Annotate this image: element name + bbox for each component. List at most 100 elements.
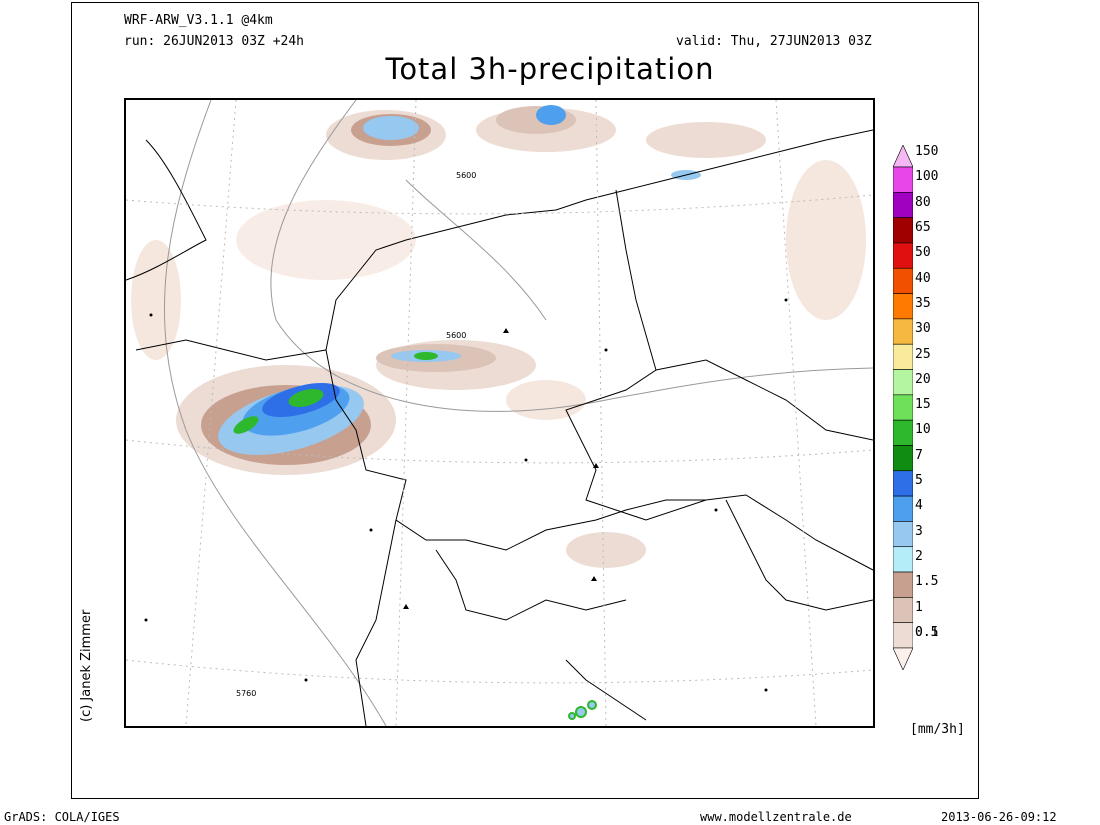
color-scale-label: 100 — [915, 169, 939, 185]
color-scale-label: 30 — [915, 321, 931, 337]
border-line — [435, 549, 627, 621]
plot-frame — [71, 2, 979, 799]
peak-marker — [593, 463, 599, 468]
graticule-line — [126, 439, 873, 464]
peak-marker — [503, 328, 509, 333]
graticule-line — [775, 100, 817, 726]
color-scale-label: 35 — [915, 295, 931, 311]
precip-area — [288, 388, 324, 408]
color-scale-label: 0.1 — [915, 625, 939, 640]
timestamp-label: 2013-06-26-09:12 — [941, 810, 1057, 824]
color-swatch — [893, 145, 913, 168]
color-scale-label: 7 — [915, 447, 923, 463]
peak-marker — [403, 604, 409, 609]
graticule-line — [595, 100, 607, 726]
graticule-line — [126, 659, 873, 684]
contour-line — [270, 100, 873, 412]
color-scale-label: 150 — [915, 144, 939, 159]
author-credit: (c) Janek Zimmer — [79, 609, 94, 722]
precip-area — [414, 352, 438, 360]
graticule-line — [395, 100, 417, 726]
color-scale-label: 20 — [915, 371, 931, 387]
color-scale-label: 2 — [915, 549, 923, 565]
map-title: Total 3h-precipitation — [385, 52, 715, 86]
color-swatch — [893, 571, 913, 598]
run-label: run: 26JUN2013 03Z +24h — [124, 34, 305, 49]
precip-area — [536, 105, 566, 125]
city-dot — [604, 348, 608, 352]
city-dot — [149, 313, 153, 317]
color-scale-label: 10 — [915, 422, 931, 438]
color-scale-label: 1 — [915, 599, 923, 615]
border-line — [565, 189, 707, 521]
geopotential-contours — [163, 100, 873, 726]
contour-line — [163, 100, 387, 726]
color-swatch — [893, 445, 913, 472]
color-swatch — [893, 521, 913, 548]
grads-credit: GrADS: COLA/IGES — [4, 810, 120, 824]
color-swatch — [893, 166, 913, 193]
contour-line — [405, 179, 547, 321]
graticule-line — [126, 194, 873, 215]
precip-area — [566, 532, 646, 568]
color-swatch — [893, 470, 913, 497]
precip-area — [363, 116, 419, 140]
color-scale-label: 50 — [915, 245, 931, 261]
color-swatch — [893, 546, 913, 573]
city-dot — [714, 508, 718, 512]
color-swatch — [893, 369, 913, 396]
graticule — [126, 100, 873, 726]
color-scale-label: 15 — [915, 397, 931, 413]
border-line — [355, 519, 397, 726]
color-swatch — [893, 495, 913, 522]
color-swatch — [893, 343, 913, 370]
border-line — [135, 339, 873, 571]
precipitation-map: 5600 5600 5760 — [124, 98, 875, 728]
city-dot — [369, 528, 373, 532]
units-label: [mm/3h] — [910, 722, 965, 737]
coastline — [565, 659, 647, 721]
precip-area — [575, 706, 587, 718]
color-scale-bar — [893, 145, 913, 670]
color-scale-label: 5 — [915, 473, 923, 489]
city-dot — [144, 618, 148, 622]
precip-area — [568, 712, 576, 720]
precip-area — [646, 122, 766, 158]
color-swatch — [893, 318, 913, 345]
color-swatch — [893, 394, 913, 421]
contour-label: 5600 — [446, 331, 466, 340]
light-precip-areas — [131, 108, 866, 568]
color-scale-label: 1.5 — [915, 574, 939, 590]
map-canvas: 5600 5600 5760 — [126, 100, 873, 726]
color-swatch — [893, 242, 913, 269]
heavy-precip-areas — [218, 105, 701, 720]
color-scale-label: 65 — [915, 219, 931, 235]
color-swatch — [893, 267, 913, 294]
city-dot — [764, 688, 768, 692]
peak-marker — [591, 576, 597, 581]
color-scale-label: 4 — [915, 498, 923, 514]
city-dot — [784, 298, 788, 302]
color-scale-label: 25 — [915, 346, 931, 362]
contour-label: 5600 — [456, 171, 476, 180]
borders — [126, 129, 873, 726]
valid-label: valid: Thu, 27JUN2013 03Z — [676, 34, 872, 49]
precip-area — [587, 700, 597, 710]
color-swatch — [893, 293, 913, 320]
border-line — [655, 359, 873, 441]
color-swatch — [893, 419, 913, 446]
contour-label: 5760 — [236, 689, 256, 698]
color-swatch — [893, 192, 913, 218]
coastline — [126, 139, 207, 281]
color-swatch — [893, 597, 913, 623]
color-scale-label: 40 — [915, 270, 931, 286]
precip-area — [506, 380, 586, 420]
model-label: WRF-ARW_V3.1.1 @4km — [124, 13, 273, 28]
graticule-line — [185, 100, 237, 726]
website-label: www.modellzentrale.de — [700, 810, 852, 824]
color-scale-label: 0.5 — [915, 625, 939, 640]
coastline — [325, 129, 873, 351]
color-scale-label: 80 — [915, 194, 931, 210]
border-line — [725, 499, 873, 611]
city-dot — [524, 458, 528, 462]
